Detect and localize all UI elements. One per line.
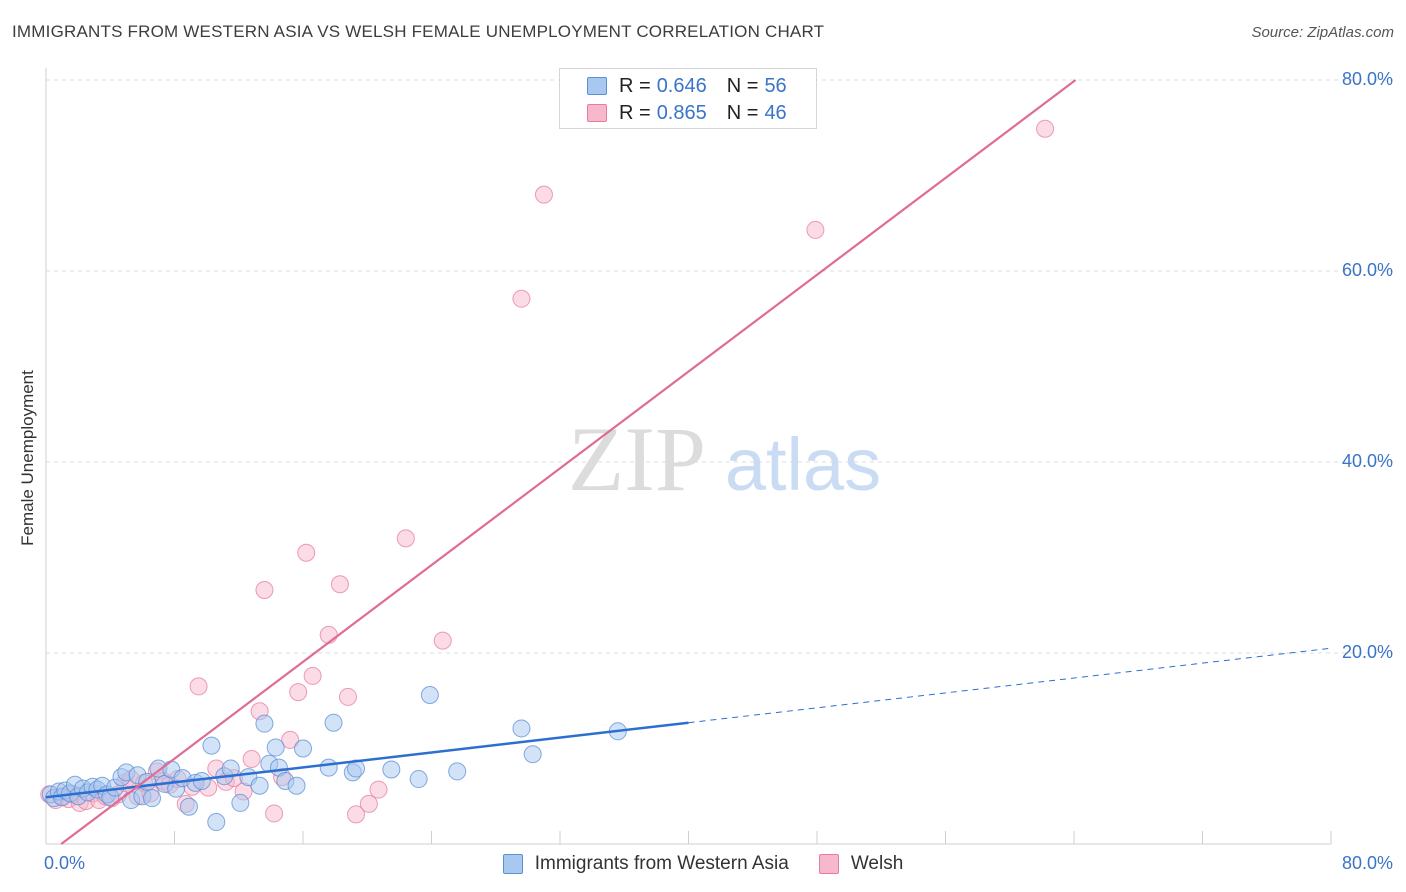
western-asia-point (319, 758, 338, 777)
western-asia-point (143, 789, 162, 808)
x-tick-label-max: 80.0% (1342, 853, 1393, 873)
welsh-point (255, 580, 274, 599)
legend-swatch-blue (587, 77, 607, 95)
welsh-point (289, 683, 308, 702)
grid-lines (46, 79, 1393, 654)
welsh-point (396, 529, 415, 548)
legend-swatch-pink (818, 854, 839, 874)
r-value: 0.865 (656, 101, 707, 124)
legend-swatch-blue (502, 854, 523, 874)
n-value: 46 (764, 101, 787, 124)
y-tick-label: 20.0% (1342, 642, 1393, 662)
watermark: ZIP atlas (568, 408, 881, 510)
legend-label: Welsh (850, 853, 904, 874)
welsh-point (319, 625, 338, 644)
legend-item-western-asia[interactable]: Immigrants from Western Asia (502, 853, 789, 875)
welsh-point (347, 805, 366, 824)
western-asia-point (287, 776, 306, 795)
legend-row-western-asia: R = 0.646 N = 56 (587, 73, 787, 99)
y-tick-label: 60.0% (1342, 260, 1393, 280)
y-tick-label: 80.0% (1342, 69, 1393, 89)
legend-item-welsh[interactable]: Welsh (818, 853, 904, 875)
r-label: R = (619, 74, 651, 97)
western-asia-point (294, 739, 312, 758)
western-asia-point (420, 686, 439, 705)
trend-lines (45, 79, 1332, 845)
western-asia-points (41, 686, 627, 832)
n-label: N = (726, 101, 759, 124)
legend-swatch-pink (587, 104, 607, 122)
welsh-point (189, 677, 208, 696)
western-asia-point (207, 813, 226, 832)
western-asia-point (512, 719, 531, 738)
welsh-point (338, 687, 357, 706)
western-asia-trend-extension (688, 647, 1332, 724)
r-value: 0.646 (656, 74, 707, 97)
n-value: 56 (764, 74, 787, 97)
welsh-points (40, 119, 1055, 824)
welsh-point (534, 185, 553, 204)
western-asia-point (324, 713, 343, 732)
western-asia-point (523, 745, 542, 764)
western-asia-point (448, 762, 467, 781)
western-asia-point (231, 793, 250, 812)
welsh-point (330, 575, 349, 594)
y-axis-label: Female Unemployment (18, 370, 37, 546)
welsh-point (281, 730, 300, 749)
welsh-trend-line (60, 79, 1077, 845)
legend-label: Immigrants from Western Asia (534, 853, 789, 874)
welsh-point (512, 289, 531, 308)
legend-row-welsh: R = 0.865 N = 46 (587, 100, 787, 126)
western-asia-point (221, 759, 240, 778)
x-tick-label-min: 0.0% (44, 853, 85, 873)
western-asia-trend-line (45, 721, 689, 799)
r-label: R = (619, 101, 651, 124)
welsh-point (265, 804, 284, 823)
welsh-point (359, 794, 378, 813)
n-label: N = (726, 74, 759, 97)
western-asia-point (255, 714, 274, 733)
western-asia-point (382, 760, 401, 779)
western-asia-point (409, 770, 428, 789)
source-label: Source: ZipAtlas.com (1251, 24, 1394, 41)
series-legend: Immigrants from Western Asia Welsh (0, 851, 1406, 877)
chart-title: IMMIGRANTS FROM WESTERN ASIA VS WELSH FE… (12, 22, 825, 41)
western-asia-point (202, 736, 221, 755)
western-asia-point (266, 738, 285, 757)
watermark-zip: ZIP (568, 408, 706, 510)
watermark-atlas: atlas (725, 423, 881, 506)
western-asia-point (179, 797, 198, 816)
correlation-legend: R = 0.646 N = 56 R = 0.865 N = 46 (559, 68, 817, 129)
welsh-point (297, 543, 316, 562)
axes (45, 68, 1332, 845)
y-tick-label: 40.0% (1342, 451, 1393, 471)
welsh-point (303, 666, 322, 685)
welsh-point (433, 631, 452, 650)
western-asia-point (250, 776, 269, 795)
tick-labels: 20.0% 40.0% 60.0% 80.0% 0.0% 80.0% (44, 69, 1393, 873)
welsh-point (242, 750, 261, 769)
welsh-point (1036, 119, 1055, 138)
welsh-point (369, 780, 388, 799)
welsh-point (806, 220, 825, 239)
